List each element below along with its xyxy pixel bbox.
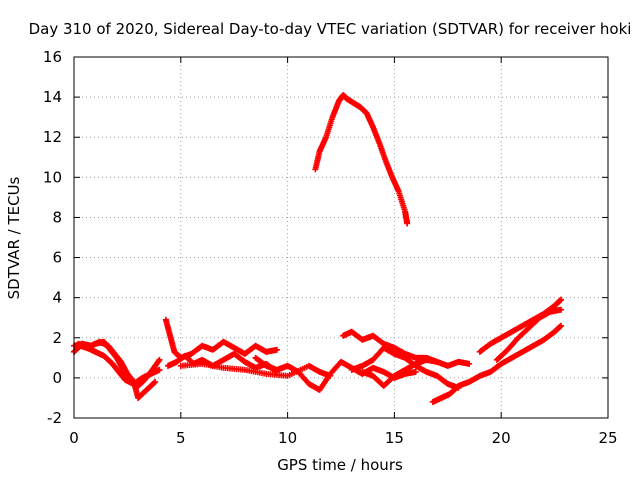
data-point bbox=[273, 346, 280, 353]
x-tick-label: 20 bbox=[492, 429, 511, 447]
data-point bbox=[558, 306, 565, 313]
series-arc-09 bbox=[348, 344, 462, 391]
x-tick-label: 10 bbox=[278, 429, 297, 447]
y-tick-label: 12 bbox=[43, 128, 62, 146]
y-tick-labels: -2 0 2 4 6 8 10 12 14 16 bbox=[43, 48, 62, 427]
series-arc-14 bbox=[493, 306, 565, 363]
axes bbox=[73, 56, 609, 419]
data-point bbox=[558, 296, 565, 303]
data-points bbox=[71, 92, 565, 405]
y-tick-label: 4 bbox=[52, 289, 62, 307]
series-arc-03 bbox=[71, 338, 159, 401]
chart-title: Day 310 of 2020, Sidereal Day-to-day VTE… bbox=[29, 20, 632, 38]
series-arc-04 bbox=[162, 316, 280, 361]
data-point bbox=[151, 379, 158, 386]
data-point bbox=[466, 360, 473, 367]
y-tick-label: 6 bbox=[52, 249, 62, 267]
x-tick-label: 15 bbox=[385, 429, 404, 447]
plot-frame bbox=[73, 56, 609, 419]
series-arc-08 bbox=[340, 328, 473, 369]
data-point bbox=[434, 358, 441, 365]
series-arc-13 bbox=[476, 296, 565, 355]
x-tick-label: 0 bbox=[69, 429, 79, 447]
y-tick-label: 10 bbox=[43, 168, 62, 186]
y-tick-label: -2 bbox=[47, 409, 62, 427]
series-arc-10 bbox=[359, 356, 441, 389]
y-tick-label: 0 bbox=[52, 369, 62, 387]
y-tick-label: 14 bbox=[43, 88, 62, 106]
data-point bbox=[156, 356, 163, 363]
data-point bbox=[152, 378, 159, 385]
series-arc-06 bbox=[177, 360, 334, 379]
series-arc-12 bbox=[429, 322, 565, 405]
x-tick-label: 5 bbox=[176, 429, 186, 447]
data-point bbox=[412, 368, 419, 375]
x-tick-labels: 0 5 10 15 20 25 bbox=[69, 429, 617, 447]
y-tick-label: 8 bbox=[52, 208, 62, 226]
data-point bbox=[404, 220, 411, 227]
y-tick-label: 16 bbox=[43, 48, 62, 66]
y-tick-label: 2 bbox=[52, 329, 62, 347]
y-axis-label: SDTVAR / TECUs bbox=[5, 176, 23, 299]
x-tick-label: 25 bbox=[598, 429, 617, 447]
data-point bbox=[558, 322, 565, 329]
data-point bbox=[156, 366, 163, 373]
series-arc-11 bbox=[312, 92, 411, 227]
x-axis-label: GPS time / hours bbox=[277, 456, 403, 474]
